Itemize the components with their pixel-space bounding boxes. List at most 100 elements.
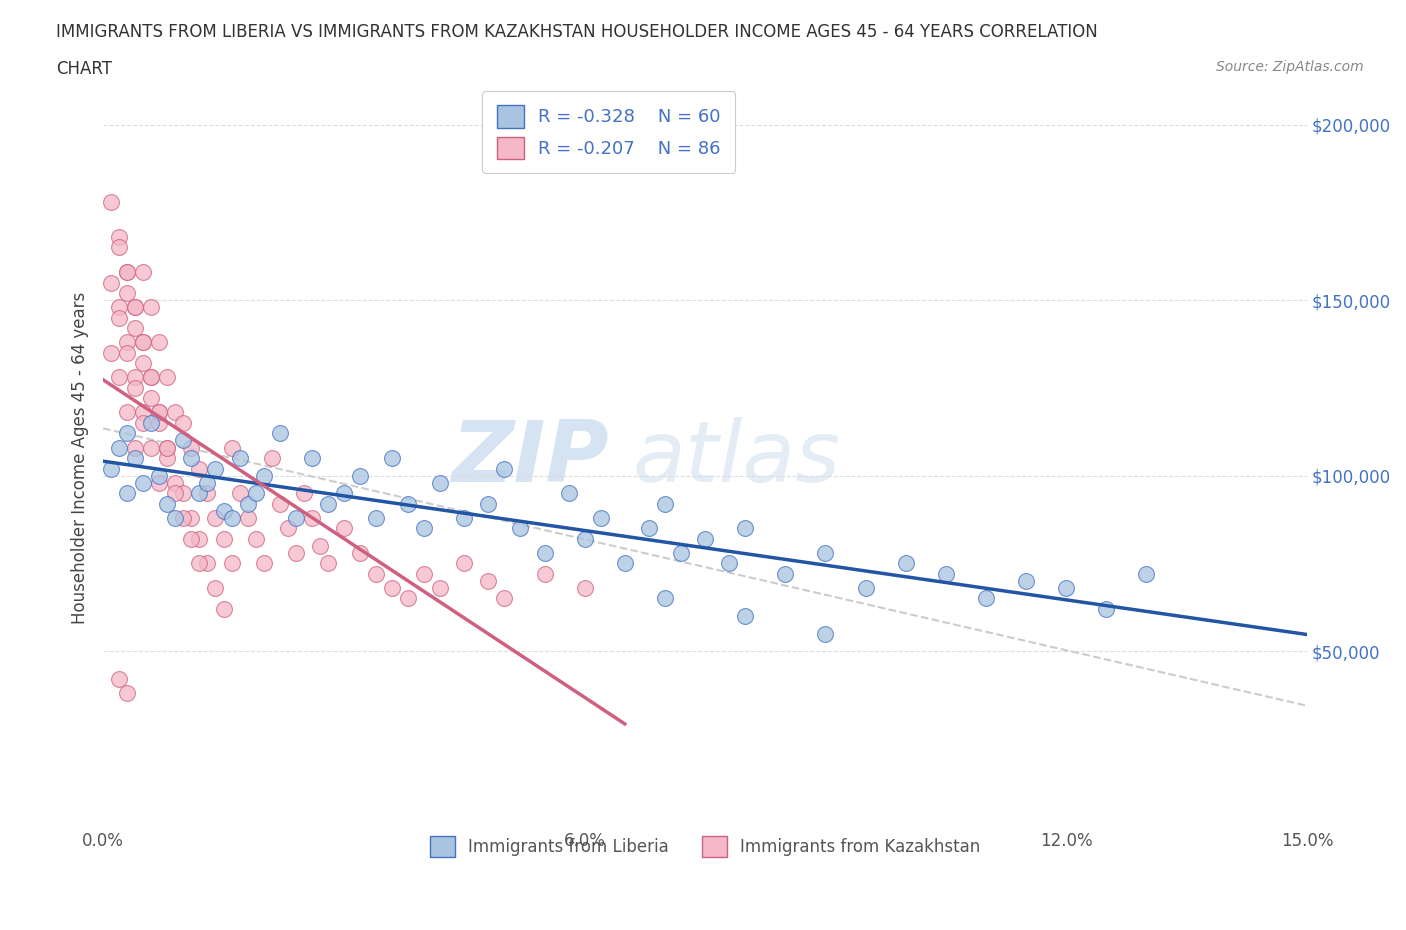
Point	[453, 511, 475, 525]
Point	[381, 451, 404, 466]
Point	[316, 497, 339, 512]
Point	[509, 521, 531, 536]
Point	[301, 511, 323, 525]
Point	[221, 440, 243, 455]
Point	[574, 580, 596, 595]
Point	[124, 451, 146, 466]
Point	[413, 521, 436, 536]
Point	[165, 485, 187, 500]
Point	[115, 335, 138, 350]
Point	[180, 451, 202, 466]
Legend: Immigrants from Liberia, Immigrants from Kazakhstan: Immigrants from Liberia, Immigrants from…	[416, 823, 994, 870]
Point	[108, 671, 131, 686]
Point	[100, 194, 122, 209]
Point	[364, 566, 387, 581]
Point	[855, 580, 877, 595]
Point	[148, 468, 170, 483]
Point	[115, 685, 138, 700]
Point	[197, 556, 219, 571]
Point	[212, 503, 235, 518]
Point	[124, 299, 146, 314]
Point	[221, 511, 243, 525]
Point	[197, 485, 219, 500]
Point	[245, 531, 267, 546]
Point	[245, 485, 267, 500]
Point	[156, 497, 179, 512]
Point	[935, 566, 957, 581]
Point	[381, 580, 404, 595]
Point	[974, 591, 997, 606]
Point	[693, 531, 716, 546]
Point	[333, 485, 356, 500]
Point	[654, 497, 676, 512]
Point	[718, 556, 741, 571]
Point	[212, 531, 235, 546]
Point	[180, 511, 202, 525]
Point	[669, 545, 692, 560]
Point	[100, 345, 122, 360]
Point	[308, 538, 330, 553]
Point	[775, 566, 797, 581]
Point	[284, 545, 307, 560]
Point	[734, 608, 756, 623]
Point	[148, 405, 170, 419]
Point	[141, 370, 163, 385]
Point	[132, 264, 155, 279]
Point	[269, 497, 291, 512]
Point	[156, 370, 179, 385]
Point	[108, 299, 131, 314]
Point	[1015, 574, 1038, 589]
Point	[814, 626, 837, 641]
Point	[172, 416, 194, 431]
Point	[494, 591, 516, 606]
Point	[613, 556, 636, 571]
Point	[132, 475, 155, 490]
Point	[180, 440, 202, 455]
Point	[124, 380, 146, 395]
Point	[188, 485, 211, 500]
Point	[115, 264, 138, 279]
Point	[124, 440, 146, 455]
Point	[108, 230, 131, 245]
Point	[172, 433, 194, 448]
Text: atlas: atlas	[633, 417, 841, 499]
Point	[292, 485, 315, 500]
Point	[277, 521, 299, 536]
Text: ZIP: ZIP	[451, 417, 609, 499]
Point	[204, 461, 226, 476]
Point	[316, 556, 339, 571]
Point	[494, 461, 516, 476]
Point	[115, 345, 138, 360]
Point	[574, 531, 596, 546]
Point	[148, 335, 170, 350]
Point	[141, 370, 163, 385]
Point	[156, 440, 179, 455]
Point	[413, 566, 436, 581]
Point	[453, 556, 475, 571]
Point	[141, 391, 163, 405]
Y-axis label: Householder Income Ages 45 - 64 years: Householder Income Ages 45 - 64 years	[72, 292, 89, 624]
Point	[132, 335, 155, 350]
Point	[333, 521, 356, 536]
Point	[124, 299, 146, 314]
Point	[141, 299, 163, 314]
Point	[172, 485, 194, 500]
Point	[894, 556, 917, 571]
Point	[253, 556, 276, 571]
Point	[236, 497, 259, 512]
Point	[132, 356, 155, 371]
Point	[115, 426, 138, 441]
Point	[100, 461, 122, 476]
Point	[115, 405, 138, 419]
Point	[253, 468, 276, 483]
Point	[1095, 602, 1118, 617]
Point	[156, 440, 179, 455]
Point	[108, 370, 131, 385]
Point	[429, 580, 451, 595]
Point	[172, 511, 194, 525]
Point	[654, 591, 676, 606]
Point	[260, 451, 283, 466]
Point	[212, 602, 235, 617]
Point	[115, 286, 138, 300]
Point	[349, 545, 371, 560]
